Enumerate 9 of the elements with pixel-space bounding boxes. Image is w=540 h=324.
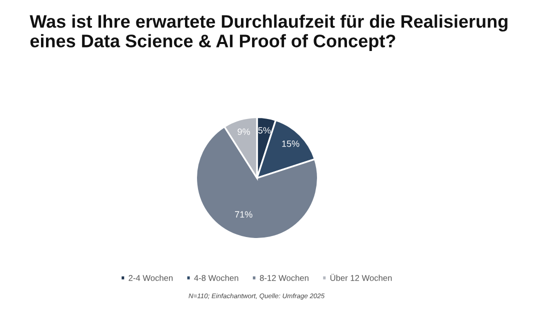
data-label: 71% — [235, 211, 252, 218]
data-label: 5% — [258, 127, 271, 134]
legend-label: 2-4 Wochen — [128, 274, 173, 281]
legend-label: 8-12 Wochen — [260, 274, 308, 281]
data-label: 15% — [282, 140, 300, 147]
legend-label: Über 12 Wochen — [330, 274, 392, 281]
chart-title: Was ist Ihre erwartete Durchlaufzeit für die Realisierung eines Data Science & AI Proof of Concept? — [30, 14, 508, 51]
data-label: 9% — [238, 128, 250, 135]
legend-label: 4-8 Wochen — [194, 274, 238, 281]
